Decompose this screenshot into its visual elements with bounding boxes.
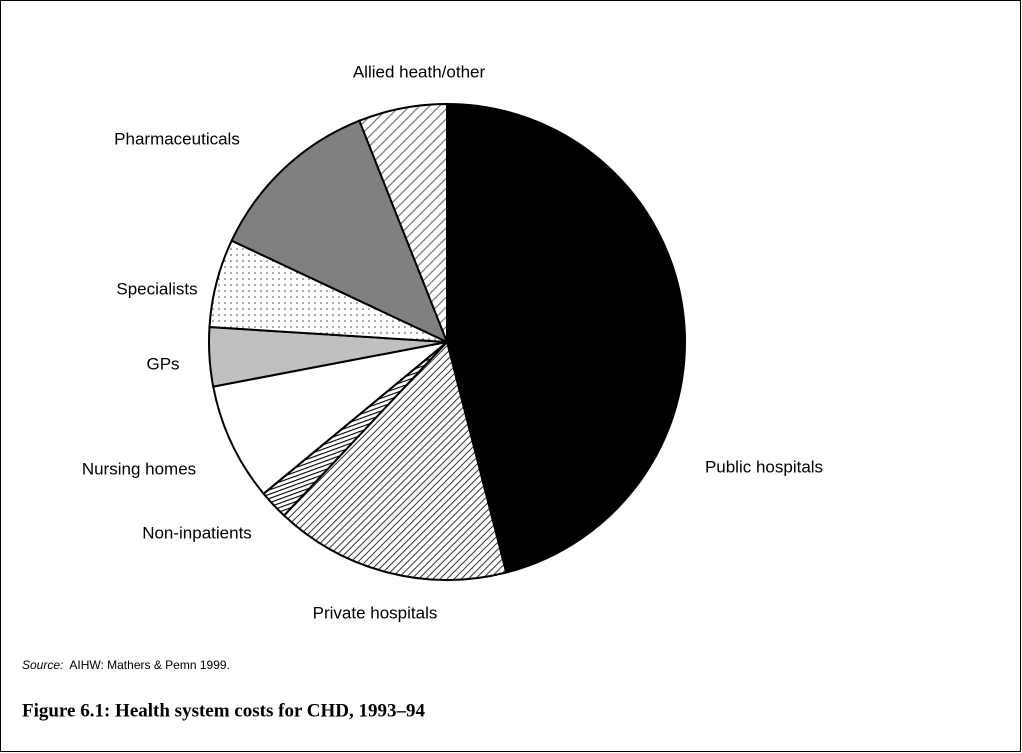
caption: Figure 6.1: Health system costs for CHD,…	[22, 700, 425, 721]
slice-label: GPs	[146, 354, 179, 373]
pie-slice	[212, 341, 448, 496]
slice-label: Private hospitals	[313, 603, 438, 622]
slice-label: Nursing homes	[82, 459, 196, 478]
source-text: AIHW: Mathers & Pemn 1999.	[69, 658, 230, 672]
slice-label: Public hospitals	[705, 457, 823, 476]
slice-label: Non-inpatients	[142, 523, 252, 542]
pie-slice	[358, 102, 448, 343]
pie-slice	[446, 102, 686, 574]
source: Source: AIHW: Mathers & Pemn 1999.	[22, 658, 230, 672]
pie-slice	[230, 119, 449, 344]
slice-label: Allied heath/other	[353, 62, 486, 81]
slice-label: Specialists	[116, 279, 197, 298]
source-label: Source:	[22, 658, 63, 672]
slice-label: Pharmaceuticals	[114, 129, 240, 148]
pie-slice	[282, 339, 508, 581]
